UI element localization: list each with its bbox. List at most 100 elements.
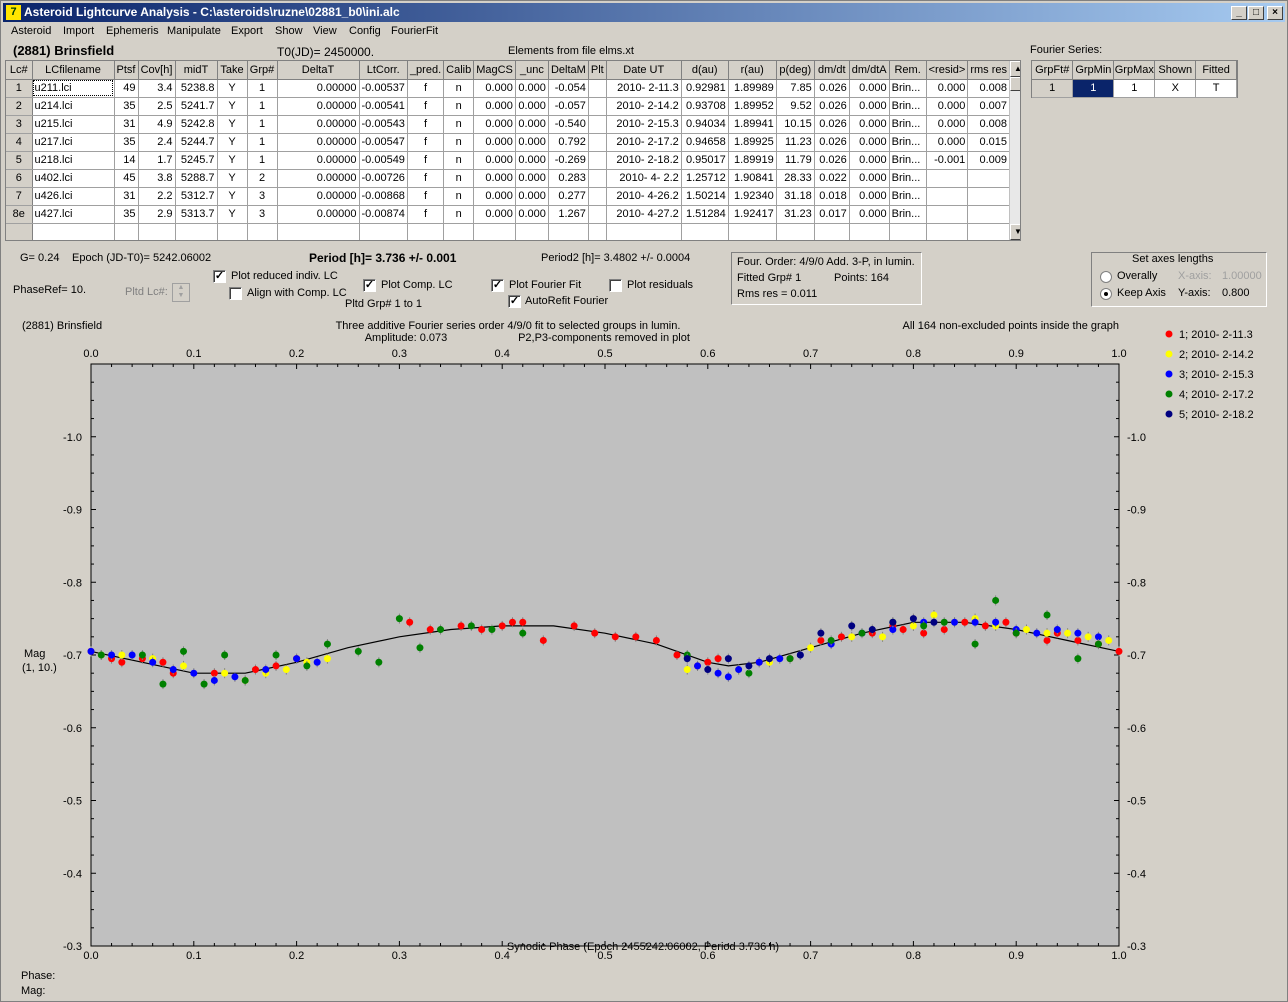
grid-cell[interactable] [6,223,33,240]
grid-cell[interactable]: 2.5 [138,97,176,116]
close-button[interactable]: × [1267,6,1283,20]
grid-cell[interactable]: 2 [247,169,278,188]
grid-col-header[interactable]: rms res [967,61,1010,80]
grid-cell[interactable]: 1.51284 [681,205,729,224]
table-row[interactable]: 8e u427.lci 35 2.9 5313.7 Y 3 0.00000 -0.00874 f n… [6,205,1010,224]
grid-cell[interactable]: n [443,151,475,170]
autorefit-checkbox[interactable]: ✓ [508,295,521,308]
grid-cell[interactable]: n [443,169,475,188]
grid-cell[interactable]: 0.026 [814,151,850,170]
grid-cell[interactable]: 35 [114,205,139,224]
row-header[interactable]: 7 [6,187,33,206]
grid-cell[interactable]: 2010- 4-26.2 [606,187,682,206]
grid-col-header[interactable]: _unc [515,61,549,80]
grid-col-header[interactable]: <resid> [926,61,969,80]
grid-cell[interactable] [138,223,176,240]
grid-cell[interactable]: 0.017 [814,205,850,224]
grid-cell[interactable]: -0.540 [548,115,589,134]
grid-cell[interactable]: Y [217,151,248,170]
grid-cell[interactable]: -0.00549 [359,151,408,170]
pltd-lc-spinner[interactable]: ▲ ▼ [172,283,190,302]
grid-cell[interactable]: 0.000 [926,133,969,152]
grid-cell[interactable]: 3.4 [138,79,176,98]
grid-cell[interactable]: -0.00541 [359,97,408,116]
plot-residuals-checkbox[interactable] [609,279,622,292]
grid-cell[interactable] [407,223,445,240]
grid-cell[interactable] [588,205,607,224]
grid-cell[interactable]: 9.52 [776,97,815,116]
grid-cell[interactable]: 0.792 [548,133,589,152]
lightcurve-grid[interactable]: Lc# LCfilename Ptsf Cov[h] midT Take Grp# Delta… [5,60,1021,241]
grid-cell[interactable]: 0.000 [515,79,549,98]
grid-cell[interactable]: 2010- 2-11.3 [606,79,682,98]
grid-cell[interactable]: 1 [247,79,278,98]
grid-cell[interactable]: 11.23 [776,133,815,152]
grid-cell[interactable]: 0.283 [548,169,589,188]
grid-cell[interactable]: f [407,151,445,170]
table-row[interactable]: 1 u211.lci 49 3.4 5238.8 Y 1 0.00000 -0.00537 f n 0… [6,79,1010,98]
grid-cell[interactable] [473,223,516,240]
grid-cell[interactable] [588,97,607,116]
grid-cell[interactable]: Brin... [889,205,927,224]
grid-cell[interactable]: Brin... [889,133,927,152]
menu-config[interactable]: Config [349,25,381,37]
grid-cell[interactable]: 2010- 2-17.2 [606,133,682,152]
grid-cell[interactable]: Y [217,205,248,224]
grid-cell[interactable]: 5241.7 [175,97,218,116]
grid-cell[interactable]: 0.000 [515,187,549,206]
grid-cell[interactable] [967,205,1010,224]
grid-cell[interactable]: 0.94658 [681,133,729,152]
row-header[interactable]: 4 [6,133,33,152]
grid-col-header[interactable]: Rem. [889,61,927,80]
grid-cell[interactable]: 1.50214 [681,187,729,206]
grid-cell[interactable]: 35 [114,133,139,152]
grid-cell[interactable]: 0.00000 [277,79,360,98]
fourier-series-grid[interactable]: GrpFt# GrpMin GrpMax Shown Fitted 1 1 1 X T [1031,60,1238,98]
grid-cell[interactable]: 4.9 [138,115,176,134]
grid-cell[interactable]: 0.000 [515,115,549,134]
grid-cell[interactable]: -0.057 [548,97,589,116]
grid-cell[interactable] [32,223,115,240]
grid-cell[interactable]: 10.15 [776,115,815,134]
grid-cell[interactable] [588,151,607,170]
grid-cell[interactable]: Y [217,133,248,152]
grid-cell[interactable]: f [407,205,445,224]
grid-cell[interactable]: 1.267 [548,205,589,224]
grid-cell[interactable]: 31.18 [776,187,815,206]
grid-cell[interactable] [588,187,607,206]
grid-cell[interactable]: 0.000 [515,133,549,152]
grid-cell[interactable] [728,223,777,240]
grid-cell[interactable]: 0.000 [473,133,516,152]
grid-cell[interactable]: 0.00000 [277,169,360,188]
grid-cell[interactable] [926,187,969,206]
fourier-cell[interactable]: 1 [1032,79,1074,98]
grid-cell[interactable] [849,223,890,240]
plot-comp-checkbox[interactable]: ✓ [363,279,376,292]
grid-cell[interactable]: f [407,187,445,206]
grid-cell[interactable]: 2010- 4- 2.2 [606,169,682,188]
grid-cell[interactable]: 0.009 [967,151,1010,170]
grid-col-header[interactable]: LCfilename [32,61,115,80]
grid-cell[interactable]: -0.00537 [359,79,408,98]
xaxis-value[interactable]: 1.00000 [1222,270,1262,282]
grid-cell[interactable]: 0.026 [814,115,850,134]
grid-scrollbar[interactable]: ▲ ▼ [1009,61,1020,240]
grid-cell[interactable]: 1.92417 [728,205,777,224]
grid-cell[interactable]: 0.007 [967,97,1010,116]
grid-cell[interactable]: 5312.7 [175,187,218,206]
grid-cell[interactable]: f [407,133,445,152]
grid-cell[interactable] [926,223,969,240]
row-header[interactable]: 5 [6,151,33,170]
grid-cell[interactable]: f [407,115,445,134]
grid-cell[interactable]: Y [217,169,248,188]
grid-cell[interactable]: u426.lci [32,187,115,206]
grid-col-header[interactable]: Calib [443,61,475,80]
grid-cell[interactable] [776,223,815,240]
grid-cell[interactable]: 0.00000 [277,97,360,116]
grid-cell[interactable]: 0.018 [814,187,850,206]
grid-cell[interactable]: 0.000 [926,97,969,116]
grid-cell[interactable]: 2010- 2-15.3 [606,115,682,134]
grid-cell[interactable]: 31 [114,187,139,206]
grid-cell[interactable]: 0.000 [849,79,890,98]
grid-col-header[interactable]: Plt [588,61,607,80]
